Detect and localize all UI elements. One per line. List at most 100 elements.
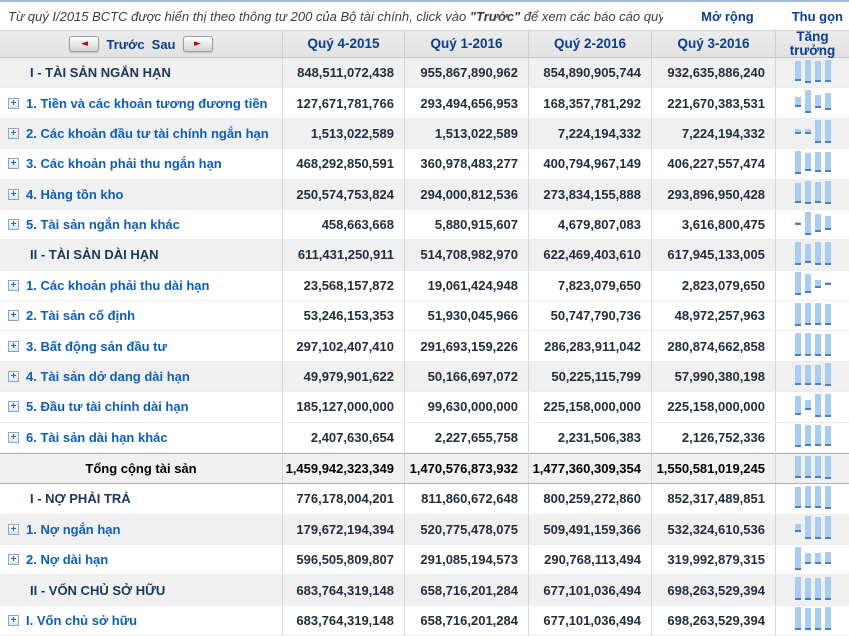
next-label[interactable]: Sau (151, 36, 176, 52)
expand-plus-icon[interactable]: + (8, 523, 19, 535)
value-cell: 698,263,529,394 (652, 605, 776, 636)
column-header-q2-2016: Quý 2-2016 (529, 31, 652, 57)
row-label-cell: I - NỢ PHẢI TRẢ (0, 484, 283, 514)
value-cell: 468,292,850,591 (283, 149, 405, 179)
expand-plus-icon[interactable]: + (8, 310, 19, 322)
row-label[interactable]: 2. Tài sản cố định (26, 308, 136, 324)
row-label[interactable]: 1. Tiền và các khoản tương đương tiền (26, 95, 268, 111)
sparkline-bar (824, 333, 831, 356)
expand-plus-icon[interactable]: + (8, 188, 19, 200)
value-cell: 611,431,250,911 (283, 240, 405, 270)
sparkline-bar (794, 129, 801, 135)
table-row: +2. Tài sản cố định 53,246,153,353 51,930,… (0, 301, 849, 332)
sparkline-bar (804, 129, 811, 135)
row-label[interactable]: 5. Tài sản ngắn hạn khác (26, 217, 180, 233)
row-label-cell: +1. Tiền và các khoản tương đương tiền (0, 88, 283, 118)
expand-plus-icon[interactable]: + (8, 97, 19, 109)
sparkline-bar (824, 516, 831, 540)
expand-plus-icon[interactable]: + (8, 127, 19, 139)
sparkline-bar (804, 552, 811, 564)
sparkline-bar (814, 516, 821, 539)
quarter-nav: ◄ Trước Sau ► (0, 31, 283, 57)
sparkline-bar (794, 182, 801, 203)
next-quarter-button[interactable]: ► (182, 36, 213, 52)
value-cell: 2,231,506,383 (529, 422, 652, 452)
sparkline-bar (794, 577, 801, 601)
growth-sparkline (776, 58, 849, 87)
value-cell: 677,101,036,494 (529, 575, 652, 605)
row-label: I - TÀI SẢN NGẮN HẠN (30, 65, 171, 81)
left-arrow-icon: ◄ (81, 38, 88, 49)
expand-plus-icon[interactable]: + (8, 219, 19, 231)
expand-plus-icon[interactable]: + (8, 401, 19, 413)
growth-sparkline (776, 606, 849, 635)
value-cell: 1,513,022,589 (283, 118, 405, 149)
value-cell: 168,357,781,292 (529, 88, 652, 118)
sparkline-bar (824, 120, 831, 144)
row-label[interactable]: 4. Hàng tồn kho (26, 186, 124, 202)
table-row: I - NỢ PHẢI TRẢ 776,178,004,201 811,860,67… (0, 484, 849, 515)
sparkline-bar (814, 486, 821, 509)
sparkline-bar (814, 333, 821, 356)
expand-all-link[interactable]: Mở rộng (701, 8, 754, 24)
sparkline-bar (794, 333, 801, 357)
sparkline-bar (814, 182, 821, 204)
info-bar: Từ quý I/2015 BCTC được hiển thị theo th… (0, 2, 849, 30)
expand-plus-icon[interactable]: + (8, 614, 19, 626)
expand-plus-icon[interactable]: + (8, 340, 19, 352)
table-body: I - TÀI SẢN NGẮN HẠN 848,511,072,438 955,8… (0, 58, 849, 636)
sparkline-bar (824, 303, 831, 325)
value-cell: 406,227,557,474 (652, 149, 776, 179)
table-row: II - TÀI SẢN DÀI HẠN 611,431,250,911 514,7… (0, 240, 849, 271)
table-row: Tổng cộng tài sản 1,459,942,323,349 1,470,… (0, 452, 849, 485)
collapse-all-link[interactable]: Thu gọn (791, 8, 843, 24)
expand-plus-icon[interactable]: + (8, 158, 19, 170)
table-row: +1. Tiền và các khoản tương đương tiền 12… (0, 88, 849, 119)
row-label-cell: +4. Hàng tồn kho (0, 179, 283, 209)
sparkline-bar (824, 181, 831, 205)
row-label[interactable]: 3. Các khoản phải thu ngắn hạn (26, 156, 222, 172)
prev-label[interactable]: Trước (106, 36, 145, 52)
row-label[interactable]: 5. Đầu tư tài chính dài hạn (26, 399, 189, 415)
row-label-cell: +2. Các khoản đầu tư tài chính ngắn hạn (0, 118, 283, 149)
value-cell: 53,246,153,353 (283, 301, 405, 331)
growth-sparkline (776, 545, 849, 574)
value-cell: 3,616,800,475 (652, 209, 776, 240)
sparkline-bar (814, 120, 821, 144)
row-label-cell: II - TÀI SẢN DÀI HẠN (0, 240, 283, 270)
sparkline-bar (804, 274, 811, 294)
expand-plus-icon[interactable]: + (8, 279, 19, 291)
value-cell: 854,890,905,744 (529, 58, 652, 88)
value-cell: 683,764,319,148 (283, 605, 405, 636)
expand-plus-icon[interactable]: + (8, 370, 19, 382)
value-cell: 683,764,319,148 (283, 575, 405, 605)
table-header-row: ◄ Trước Sau ► Quý 4-2015 Quý 1-2016 Quý … (0, 30, 849, 58)
table-row: +1. Các khoản phải thu dài hạn 23,568,157… (0, 270, 849, 301)
row-label[interactable]: 1. Nợ ngắn hạn (26, 521, 121, 537)
prev-quarter-button[interactable]: ◄ (69, 36, 100, 52)
value-cell: 48,972,257,963 (652, 301, 776, 331)
expand-plus-icon[interactable]: + (8, 554, 19, 566)
sparkline-bar (824, 60, 831, 83)
row-label-cell: +6. Tài sản dài hạn khác (0, 422, 283, 452)
row-label-cell: +1. Nợ ngắn hạn (0, 514, 283, 544)
row-label[interactable]: 6. Tài sản dài hạn khác (26, 429, 168, 445)
row-label[interactable]: 3. Bất động sản đầu tư (26, 338, 167, 354)
value-cell: 2,126,752,336 (652, 422, 776, 452)
row-label[interactable]: I. Vốn chủ sở hữu (26, 612, 138, 628)
expand-plus-icon[interactable]: + (8, 431, 19, 443)
value-cell: 185,127,000,000 (283, 392, 405, 422)
value-cell: 848,511,072,438 (283, 58, 405, 88)
row-label[interactable]: 2. Nợ dài hạn (26, 552, 109, 568)
value-cell: 2,407,630,654 (283, 422, 405, 452)
row-label[interactable]: 2. Các khoản đầu tư tài chính ngắn hạn (26, 125, 269, 141)
row-label[interactable]: 4. Tài sản dở dang dài hạn (26, 368, 190, 384)
sparkline-bar (824, 425, 831, 446)
growth-sparkline (776, 240, 849, 269)
value-cell: 50,747,790,736 (529, 301, 652, 331)
sparkline-bar (804, 516, 811, 540)
sparkline-bar (794, 302, 801, 326)
row-label[interactable]: 1. Các khoản phải thu dài hạn (26, 277, 210, 293)
sparkline-bar (814, 364, 821, 385)
